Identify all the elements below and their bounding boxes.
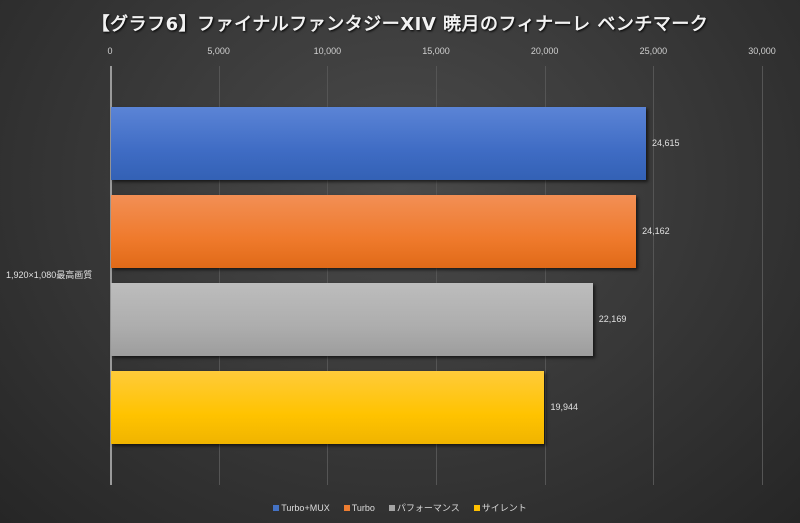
gridline: [436, 66, 437, 485]
gridline: [327, 66, 329, 485]
legend-swatch-icon: [473, 504, 480, 511]
data-label: 22,169: [598, 314, 627, 324]
legend: Turbo+MUX Turbo パフォーマンス サイレント: [0, 501, 800, 514]
chart-title: 【グラフ6】ファイナルファンタジーXIV 暁月のフィナーレ ベンチマーク: [91, 14, 709, 35]
legend-label: サイレント: [481, 503, 527, 513]
x-tick-label: 10,000: [313, 46, 342, 56]
x-tick-label: 5,000: [207, 46, 230, 56]
x-tick-label: 25,000: [639, 46, 668, 56]
gridline: [218, 66, 220, 485]
legend-label: Turbo+MUX: [281, 502, 330, 513]
x-tick-label: 20,000: [530, 46, 559, 56]
bar: [111, 283, 593, 356]
category-label: 1,920×1,080最高画質: [6, 270, 93, 280]
x-tick-label: 15,000: [422, 46, 450, 56]
data-label: 24,162: [642, 226, 670, 236]
data-label: 19,944: [550, 402, 578, 412]
bar: [111, 107, 646, 180]
legend-swatch-icon: [273, 504, 280, 511]
legend-label: Turbo: [351, 502, 375, 513]
x-tick-label: 30,000: [748, 46, 776, 56]
legend-swatch-icon: [343, 504, 350, 511]
bar: [111, 195, 637, 268]
legend-item: Turbo+MUX: [273, 501, 330, 514]
bar: [111, 371, 545, 444]
data-label: 24,615: [651, 138, 680, 148]
legend-label: パフォーマンス: [396, 503, 460, 513]
legend-item: サイレント: [473, 501, 527, 514]
gridline: [653, 66, 655, 485]
legend-item: パフォーマンス: [388, 501, 460, 514]
gridline: [544, 66, 546, 485]
y-axis-line: [110, 66, 112, 485]
x-tick-label: 0: [107, 46, 113, 56]
legend-item: Turbo: [343, 501, 375, 514]
gridline: [762, 66, 763, 485]
legend-swatch-icon: [388, 504, 395, 511]
